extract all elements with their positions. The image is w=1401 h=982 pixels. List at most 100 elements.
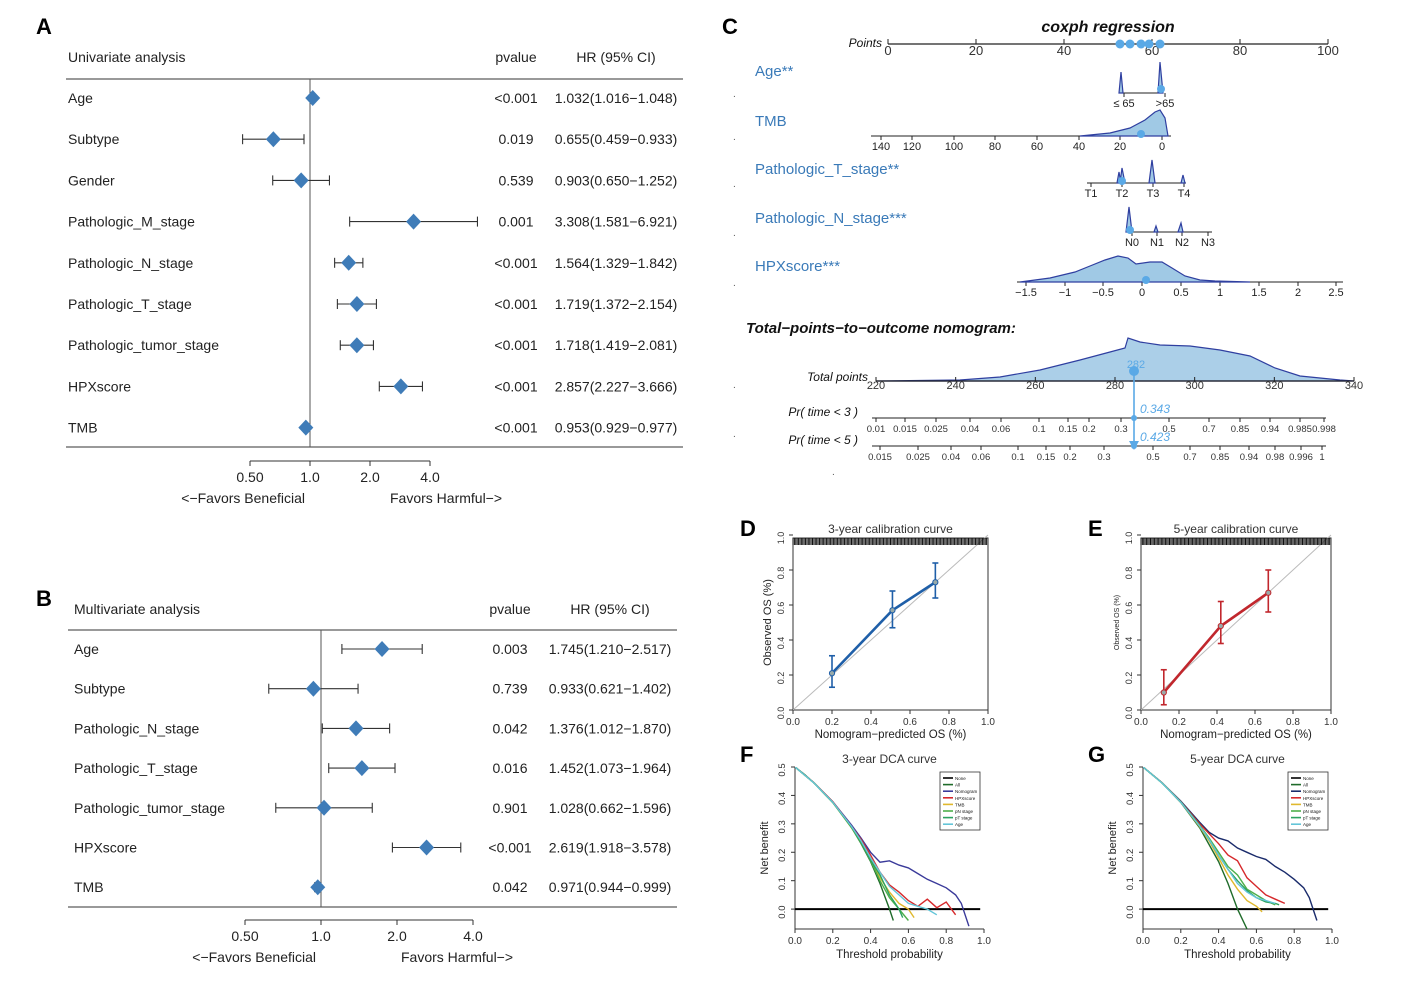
- n-stage-marker: [1126, 226, 1134, 234]
- pvalue-header: pvalue: [489, 601, 530, 617]
- x-tick-label: 0.8: [1287, 936, 1301, 947]
- variable-tick-label: −1.5: [1015, 287, 1037, 299]
- y-tick-label: 0.0: [776, 707, 786, 720]
- row-dot: .: [733, 89, 736, 100]
- dca-legend-label: pT stage: [1303, 816, 1321, 821]
- x-tick-label: 0.4: [864, 717, 878, 728]
- variable-tick-label: −0.5: [1092, 287, 1114, 299]
- forest-row-pvalue: <0.001: [494, 90, 537, 106]
- dca-series-all: [1143, 767, 1249, 929]
- total-points-density: [875, 337, 1355, 382]
- total-points-tick-label: 220: [867, 380, 885, 392]
- pr3-tick-label: 0.06: [992, 424, 1011, 435]
- points-tick-label: 20: [969, 43, 983, 58]
- pr5-label: Pr( time < 5 ): [788, 433, 858, 447]
- age-marker: [1157, 85, 1165, 93]
- dca-xlabel: Threshold probability: [1184, 949, 1291, 961]
- x-tick-label: 1.0: [981, 717, 995, 728]
- y-tick-label: 0.3: [1125, 820, 1136, 833]
- variable-tick-label: 1.5: [1251, 287, 1266, 299]
- dca-legend-label: Nomogram: [1303, 789, 1326, 794]
- row-dot: .: [832, 467, 835, 478]
- dca-legend-label: All: [955, 783, 960, 788]
- forest-row-hr: 0.655(0.459−0.933): [555, 131, 678, 147]
- favors-beneficial-label: <−Favors Beneficial: [192, 949, 316, 965]
- x-tick-label: 1.0: [1325, 936, 1339, 947]
- x-tick-label: 2.0: [360, 469, 380, 485]
- hr-diamond: [374, 641, 390, 657]
- pr5-tick-label: 0.5: [1146, 452, 1159, 463]
- x-tick-label: 0.0: [786, 717, 800, 728]
- favors-harmful-label: Favors Harmful−>: [401, 949, 513, 965]
- y-tick-label: 0.6: [776, 602, 786, 615]
- calibration-point: [828, 670, 836, 677]
- forest-row-hr: 0.903(0.650−1.252): [555, 172, 678, 188]
- forest-row-pvalue: 0.042: [492, 720, 527, 736]
- y-tick-label: 0.8: [776, 567, 786, 580]
- variable-tick-label: N1: [1150, 237, 1164, 249]
- y-tick-label: 1.0: [776, 532, 786, 545]
- x-tick-label: 0.8: [942, 717, 956, 728]
- dca-legend-label: All: [1303, 783, 1308, 788]
- tmb-marker: [1137, 130, 1145, 138]
- y-tick-label: 1.0: [1124, 532, 1134, 545]
- y-tick-label: 0.5: [777, 763, 788, 776]
- pr3-tick-label: 0.025: [924, 424, 948, 435]
- y-tick-label: 0.2: [1124, 672, 1134, 685]
- calibration-xlabel: Nomogram−predicted OS (%): [815, 729, 967, 741]
- variable-tick-label: 0: [1139, 287, 1145, 299]
- x-tick-label: 1.0: [1324, 717, 1338, 728]
- variable-tick-label: >65: [1156, 98, 1175, 110]
- pr5-tick-label: 0.996: [1289, 452, 1313, 463]
- dca-legend-label: Nomogram: [955, 789, 978, 794]
- forest-row-label: Pathologic_N_stage: [74, 720, 200, 736]
- dca-legend-label: TMB: [1303, 802, 1313, 807]
- y-tick-label: 0.0: [777, 905, 788, 918]
- forest-row-hr: 0.971(0.944−0.999): [549, 879, 672, 895]
- forest-row-label: Pathologic_T_stage: [68, 296, 192, 312]
- dca-series-nomogram: [795, 767, 970, 927]
- pr3-tick-label: 0.5: [1162, 424, 1175, 435]
- t-stage-marker: [1118, 177, 1126, 185]
- x-tick-label: 0.6: [1249, 936, 1263, 947]
- forest-row-label: HPXscore: [68, 378, 131, 394]
- forest-row-hr: 3.308(1.581−6.921): [555, 214, 678, 230]
- y-tick-label: 0.6: [1124, 602, 1134, 615]
- x-tick-label: 0.6: [901, 936, 915, 947]
- dca-legend-label: Age: [955, 822, 964, 827]
- points-marker: [1144, 39, 1154, 49]
- x-tick-label: 0.8: [939, 936, 953, 947]
- variable-tick-label: T1: [1085, 188, 1098, 200]
- hr-diamond: [349, 337, 365, 354]
- forest-row-pvalue: <0.001: [494, 420, 537, 436]
- variable-tick-label: 40: [1073, 141, 1085, 153]
- calibration-point: [932, 579, 939, 586]
- forest-row-hr: 1.564(1.329−1.842): [555, 255, 678, 271]
- forest-row-pvalue: 0.001: [498, 214, 533, 230]
- projection-arrow: [1129, 441, 1139, 450]
- forest-row-label: Age: [68, 90, 93, 106]
- forest-row-pvalue: <0.001: [494, 378, 537, 394]
- pr5-tick-label: 0.98: [1266, 452, 1285, 463]
- dca-legend-label: None: [1303, 776, 1314, 781]
- y-tick-label: 0.0: [1124, 707, 1134, 720]
- forest-row-hr: 1.028(0.662−1.596): [549, 800, 672, 816]
- dca-series-pn-stage: [1143, 767, 1276, 906]
- variable-tick-label: −1: [1059, 287, 1072, 299]
- points-marker: [1115, 39, 1125, 49]
- y-tick-label: 0.4: [776, 637, 786, 650]
- hr-diamond: [293, 172, 309, 189]
- dca-title: 3-year DCA curve: [842, 752, 937, 766]
- hr-diamond: [341, 254, 357, 271]
- points-tick-label: 0: [884, 43, 891, 58]
- favors-harmful-label: Favors Harmful−>: [390, 490, 502, 506]
- calibration-title: 5-year calibration curve: [1174, 522, 1299, 536]
- points-marker: [1155, 39, 1165, 49]
- x-tick-label: 0.0: [788, 936, 802, 947]
- variable-tick-label: 1: [1217, 287, 1223, 299]
- panel-letter-e: E: [1088, 516, 1103, 541]
- points-marker: [1125, 39, 1135, 49]
- calibration-point: [889, 607, 896, 614]
- forest-row-label: TMB: [74, 879, 104, 895]
